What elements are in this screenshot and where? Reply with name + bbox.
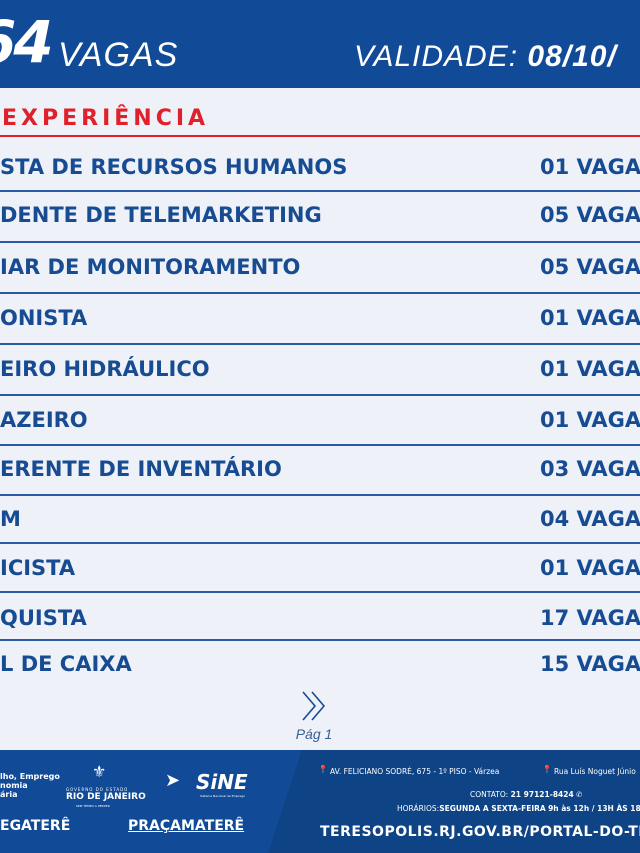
hours-days: SEGUNDA A SEXTA-FEIRA [439,804,546,813]
org-line: lho, Emprego [0,772,60,781]
footer: lho, Emprego nomia ária ⚜ GOVERNO DO EST… [0,750,640,853]
job-row: ONISTA 01 VAGA [0,306,640,356]
job-vacancies: 05 VAGA [540,255,640,279]
row-divider [0,542,640,544]
hours: HORÁRIOS:SEGUNDA A SEXTA-FEIRA 9h às 12h… [397,804,640,813]
job-row: AZEIRO 01 VAGA [0,408,640,458]
header-banner: 64 VAGAS VALIDADE: 08/10/ [0,0,640,88]
job-title: ICISTA [0,556,76,580]
job-title: QUISTA [0,606,87,630]
job-vacancies: 04 VAGA [540,507,640,531]
job-vacancies: 03 VAGA [540,457,640,481]
sine-logo-icon: ➤ [165,770,181,791]
job-row: QUISTA 17 VAGA [0,606,640,656]
job-title: AZEIRO [0,408,88,432]
job-vacancies: 01 VAGA [540,408,640,432]
job-vacancies: 17 VAGA [540,606,640,630]
job-row: IAR DE MONITORAMENTO 05 VAGA [0,255,640,305]
row-divider [0,343,640,345]
job-title: EIRO HIDRÁULICO [0,357,210,381]
job-vacancies: 05 VAGA [540,203,640,227]
portal-link[interactable]: TERESOPOLIS.RJ.GOV.BR/PORTAL-DO-TRAB [320,824,640,840]
vacancy-count-label: VAGAS [58,36,179,74]
job-title: IAR DE MONITORAMENTO [0,255,301,279]
contact: CONTATO: 21 97121-8424 ✆ [470,790,583,799]
job-title: STA DE RECURSOS HUMANOS [0,155,348,179]
validity-label: VALIDADE: [354,40,519,73]
row-divider [0,241,640,243]
job-title: M [0,507,21,531]
address: Rua Luís Noguet Júnio [554,767,636,776]
job-row: EIRO HIDRÁULICO 01 VAGA [0,357,640,407]
job-title: DENTE DE TELEMARKETING [0,203,322,227]
row-divider [0,591,640,593]
hours-label: HORÁRIOS: [397,804,440,813]
job-title: ONISTA [0,306,88,330]
job-row: L DE CAIXA 15 VAGA [0,652,640,702]
job-row: STA DE RECURSOS HUMANOS 01 VAGA [0,155,640,205]
page-label: Pág 1 [295,726,333,742]
row-divider [0,639,640,641]
double-chevron-right-icon[interactable] [299,690,329,722]
validity: VALIDADE: 08/10/ [354,40,617,74]
section-title: EXPERIÊNCIA [2,106,210,131]
org-line: ária [0,790,18,799]
job-title: L DE CAIXA [0,652,132,676]
job-row: ERENTE DE INVENTÁRIO 03 VAGA [0,457,640,507]
job-vacancies: 01 VAGA [540,556,640,580]
sine-subtitle: Sistema Nacional de Emprego [200,794,246,798]
location-pin-icon: 📍 [542,765,552,774]
section-divider [0,135,640,137]
hours-time: 9h às 12h / 13H ÀS 18 [548,804,640,813]
org-line: nomia [0,781,28,790]
contact-phone[interactable]: 21 97121-8424 [510,790,574,799]
job-vacancies: 01 VAGA [540,155,640,179]
job-title: ERENTE DE INVENTÁRIO [0,457,282,481]
job-row: DENTE DE TELEMARKETING 05 VAGA [0,203,640,253]
row-divider [0,394,640,396]
contact-label: CONTATO: [470,790,509,799]
row-divider [0,444,640,446]
vacancy-count: 64 [0,8,54,76]
job-vacancies: 01 VAGA [540,357,640,381]
validity-date: 08/10/ [527,40,617,73]
gov-name: RIO DE JANEIRO [66,792,146,802]
job-row: ICISTA 01 VAGA [0,556,640,606]
sine-logo: SiNE [196,770,248,794]
brand-logo: EGATERÊ [0,818,71,834]
brand-logo: PRAÇAMATERÊ [128,818,245,834]
location-pin-icon: 📍 [318,765,328,774]
address: AV. FELICIANO SODRÉ, 675 - 1º PISO - Vár… [330,767,500,776]
pager[interactable]: Pág 1 [290,690,338,742]
gov-slogan: SEM TEMPO A PERDER [76,804,110,808]
gov-top: GOVERNO DO ESTADO [66,787,129,792]
row-divider [0,190,640,192]
row-divider [0,292,640,294]
job-vacancies: 01 VAGA [540,306,640,330]
job-row: M 04 VAGA [0,507,640,557]
row-divider [0,494,640,496]
state-seal-icon: ⚜ [92,762,107,781]
job-vacancies: 15 VAGA [540,652,640,676]
